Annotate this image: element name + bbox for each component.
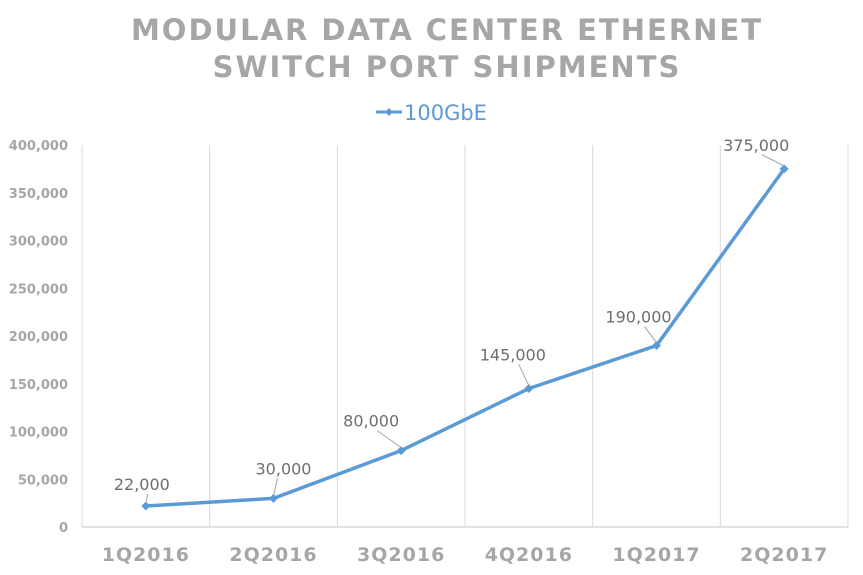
y-tick-label: 150,000 (9, 378, 68, 393)
series-line-100gbe (145, 167, 786, 508)
x-tick-label: 2Q2017 (740, 544, 828, 566)
data-label: 375,000 (723, 136, 789, 155)
data-label: 22,000 (114, 475, 170, 494)
data-label: 80,000 (343, 412, 399, 431)
x-tick-label: 2Q2016 (229, 544, 317, 566)
x-tick-label: 1Q2017 (612, 544, 700, 566)
data-label-leader-line (518, 364, 530, 386)
chart-title-line-1: MODULAR DATA CENTER ETHERNET (131, 13, 763, 47)
y-tick-label: 250,000 (9, 282, 68, 297)
data-label: 190,000 (605, 308, 671, 327)
data-label-leader-line (376, 430, 402, 449)
data-label-leader-line (644, 326, 657, 343)
data-point-marker (652, 341, 661, 351)
x-tick-label: 4Q2016 (485, 544, 573, 566)
data-point-marker (396, 446, 406, 456)
y-tick-label: 300,000 (9, 235, 68, 250)
data-point-marker (269, 493, 278, 503)
y-tick-label: 50,000 (18, 473, 68, 488)
data-point-marker (779, 164, 789, 174)
y-tick-label: 350,000 (9, 187, 68, 202)
data-label-leader-line (145, 493, 149, 504)
data-label: 145,000 (480, 346, 546, 365)
data-label-leader-line (761, 154, 785, 167)
chart-title-line-2: SWITCH PORT SHIPMENTS (213, 50, 682, 84)
y-tick-label: 200,000 (9, 330, 68, 345)
legend: 100GbE (376, 101, 487, 125)
data-point-marker (524, 384, 534, 394)
data-label: 30,000 (256, 459, 312, 478)
data-point-marker (141, 501, 151, 511)
legend-marker-icon (385, 108, 393, 116)
x-tick-label: 1Q2016 (102, 544, 190, 566)
y-tick-label: 0 (59, 521, 68, 536)
data-label-leader-line (273, 478, 278, 496)
y-tick-label: 400,000 (9, 139, 68, 154)
x-tick-label: 3Q2016 (357, 544, 445, 566)
y-tick-label: 100,000 (9, 426, 68, 441)
legend-label: 100GbE (404, 101, 487, 125)
